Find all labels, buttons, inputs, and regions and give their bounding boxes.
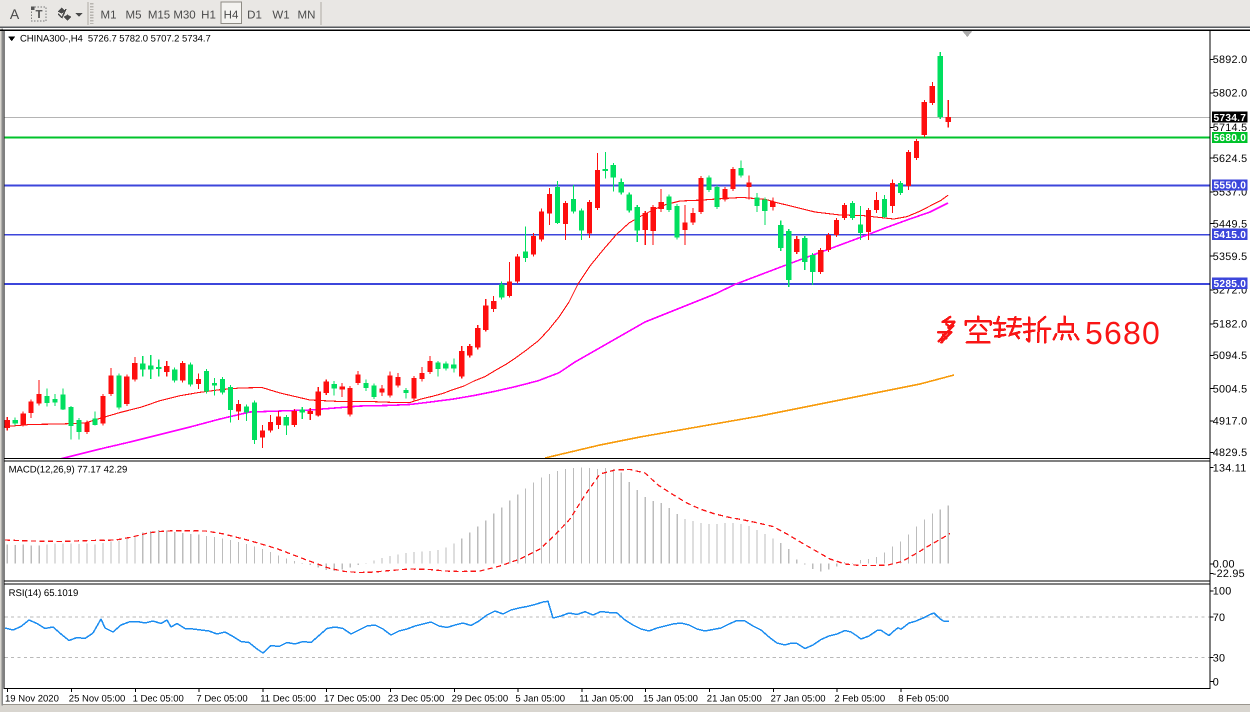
svg-text:11 Jan 05:00: 11 Jan 05:00	[579, 693, 633, 704]
svg-text:5004.5: 5004.5	[1213, 383, 1248, 395]
svg-text:H4: H4	[224, 10, 239, 22]
svg-text:M15: M15	[148, 10, 170, 22]
svg-text:21 Jan 05:00: 21 Jan 05:00	[707, 693, 762, 704]
svg-text:7 Dec 05:00: 7 Dec 05:00	[196, 693, 247, 704]
svg-text:5449.5: 5449.5	[1213, 218, 1248, 230]
svg-text:19 Nov 2020: 19 Nov 2020	[5, 693, 59, 704]
svg-text:70: 70	[1213, 612, 1226, 624]
svg-text:T: T	[35, 9, 42, 21]
svg-text:8 Feb 05:00: 8 Feb 05:00	[898, 693, 949, 704]
svg-text:5624.5: 5624.5	[1213, 153, 1248, 165]
svg-text:17 Dec 05:00: 17 Dec 05:00	[324, 693, 381, 704]
svg-text:4917.0: 4917.0	[1213, 416, 1248, 428]
svg-text:MACD(12,26,9) 77.17 42.29: MACD(12,26,9) 77.17 42.29	[9, 464, 128, 475]
svg-text:M1: M1	[101, 10, 117, 22]
svg-text:30: 30	[1213, 652, 1226, 664]
svg-text:5182.0: 5182.0	[1213, 319, 1248, 331]
svg-text:5892.0: 5892.0	[1213, 54, 1248, 66]
svg-text:D1: D1	[247, 10, 262, 22]
svg-text:15 Jan 05:00: 15 Jan 05:00	[643, 693, 698, 704]
svg-text:11 Dec 05:00: 11 Dec 05:00	[260, 693, 316, 704]
svg-text:100: 100	[1213, 586, 1232, 598]
svg-text:5680.0: 5680.0	[1214, 133, 1247, 144]
svg-text:1 Dec 05:00: 1 Dec 05:00	[133, 693, 184, 704]
svg-text:27 Jan 05:00: 27 Jan 05:00	[771, 693, 826, 704]
svg-text:5734.7: 5734.7	[1214, 113, 1247, 124]
svg-text:23 Dec 05:00: 23 Dec 05:00	[388, 693, 445, 704]
svg-text:A: A	[10, 6, 20, 22]
svg-text:5415.0: 5415.0	[1214, 230, 1247, 241]
svg-text:134.11: 134.11	[1213, 462, 1247, 474]
svg-text:RSI(14) 65.1019: RSI(14) 65.1019	[9, 588, 79, 599]
svg-text:M5: M5	[126, 10, 142, 22]
svg-text:25 Nov 05:00: 25 Nov 05:00	[69, 693, 126, 704]
svg-text:5285.0: 5285.0	[1214, 279, 1247, 290]
svg-text:5 Jan 05:00: 5 Jan 05:00	[515, 693, 565, 704]
svg-text:-22.95: -22.95	[1213, 568, 1245, 580]
svg-text:5359.5: 5359.5	[1213, 251, 1248, 263]
svg-text:0: 0	[1213, 676, 1219, 688]
svg-text:4829.5: 4829.5	[1213, 447, 1248, 459]
svg-text:CHINA300-,H4 5726.7 5782.0 57: CHINA300-,H4 5726.7 5782.0 5707.2 5734.7	[20, 34, 211, 45]
svg-text:29 Dec 05:00: 29 Dec 05:00	[452, 693, 509, 704]
svg-text:W1: W1	[272, 10, 289, 22]
svg-text:5802.0: 5802.0	[1213, 88, 1248, 100]
svg-text:MN: MN	[298, 10, 316, 22]
svg-text:M30: M30	[173, 10, 195, 22]
svg-text:2 Feb 05:00: 2 Feb 05:00	[834, 693, 885, 704]
svg-text:0.00: 0.00	[1213, 559, 1235, 571]
svg-text:H1: H1	[201, 10, 216, 22]
svg-text:5094.5: 5094.5	[1213, 350, 1248, 362]
svg-text:5550.0: 5550.0	[1214, 181, 1247, 192]
svg-text:5714.5: 5714.5	[1213, 122, 1248, 134]
svg-text:5680: 5680	[1085, 315, 1161, 351]
